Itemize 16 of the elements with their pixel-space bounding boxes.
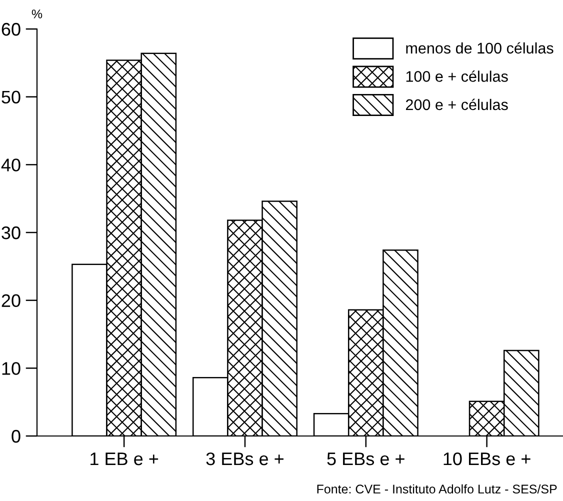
legend-label: 200 e + células bbox=[406, 98, 508, 110]
x-tick-label: 1 EB e + bbox=[90, 452, 158, 466]
y-tick-label: 0 bbox=[12, 430, 20, 443]
y-tick-label: 20 bbox=[2, 294, 20, 308]
x-tick-label: 5 EBs e + bbox=[327, 452, 404, 466]
legend-label: menos de 100 células bbox=[406, 42, 554, 54]
x-tick-label: 3 EBs e + bbox=[206, 452, 284, 466]
y-tick-label: 10 bbox=[2, 362, 20, 375]
y-tick-label: 60 bbox=[2, 22, 20, 36]
y-tick-label: 30 bbox=[2, 226, 20, 240]
x-tick-label: 10 EBs e + bbox=[444, 452, 530, 466]
legend-label: 100 e + células bbox=[406, 70, 508, 82]
source-note: Fonte: CVE - Instituto Adolfo Lutz - SES/SP bbox=[317, 484, 557, 494]
y-tick-label: 40 bbox=[1, 158, 20, 172]
y-axis-title: % bbox=[32, 10, 42, 18]
y-tick-label: 50 bbox=[2, 90, 20, 104]
